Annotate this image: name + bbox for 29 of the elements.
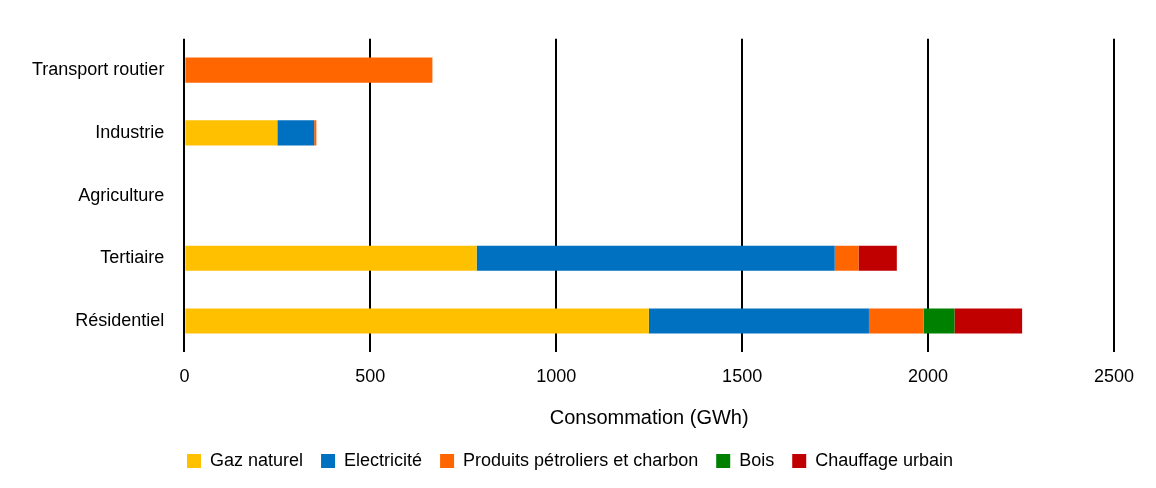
y-tick-label: Agriculture [78,184,165,205]
bar [277,120,315,146]
x-tick-label: 0 [179,366,190,387]
x-tick-label: 2000 [908,366,949,387]
x-tick-label: 1000 [536,366,577,387]
y-tick-label: Transport routier [31,59,165,80]
legend-label: Bois [739,449,775,470]
bar [476,245,835,271]
legend-label: Chauffage urbain [815,449,953,470]
y-tick-label: Industrie [95,121,165,142]
legend-label: Gaz naturel [210,449,304,470]
bar [954,308,1023,334]
y-tick-label: Résidentiel [75,310,165,331]
bar [868,308,924,334]
bar [834,245,859,271]
x-tick-label: 2500 [1093,366,1134,387]
bar [923,308,955,334]
x-tick-label: 500 [355,366,386,387]
bar [185,308,649,334]
bar [185,57,433,83]
legend-label: Produits pétroliers et charbon [463,449,699,470]
bar [648,308,869,334]
bar [185,245,477,271]
x-tick-label: 1500 [722,366,763,387]
bar [858,245,897,271]
legend-label: Electricité [344,449,423,470]
y-tick-label: Tertiaire [100,247,165,268]
bar [185,120,278,146]
x-axis-title: Consommation (GWh) [549,405,749,428]
